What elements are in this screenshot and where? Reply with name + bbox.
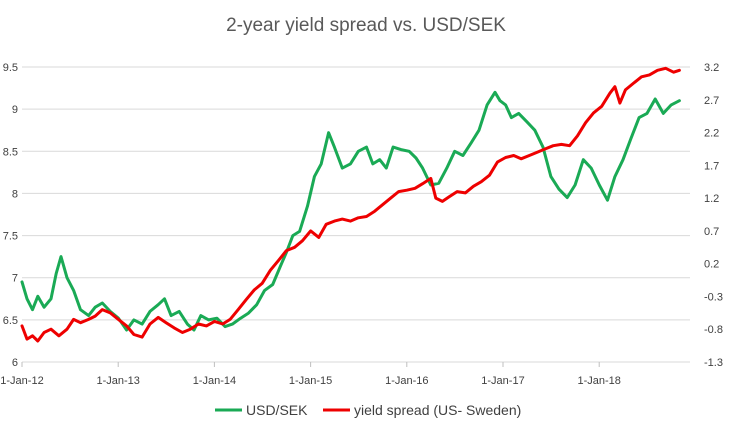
left-tick-label: 6 xyxy=(12,357,18,369)
left-tick-label: 9.5 xyxy=(3,62,18,74)
left-tick-label: 8 xyxy=(12,188,18,200)
x-tick-label: 1-Jan-15 xyxy=(289,375,332,387)
x-tick-label: 1-Jan-18 xyxy=(577,375,620,387)
x-tick-label: 1-Jan-17 xyxy=(481,375,524,387)
legend-label: yield spread (US- Sweden) xyxy=(354,402,521,418)
left-tick-label: 9 xyxy=(12,104,18,116)
x-tick-label: 1-Jan-16 xyxy=(385,375,428,387)
right-tick-label: 2.7 xyxy=(704,95,719,107)
left-tick-label: 7.5 xyxy=(3,231,18,243)
legend: USD/SEK yield spread (US- Sweden) xyxy=(215,402,521,418)
left-tick-label: 6.5 xyxy=(3,315,18,327)
right-tick-label: 1.2 xyxy=(704,193,719,205)
right-axis: -1.3 -0.8 -0.3 0.2 0.7 1.2 1.7 2.2 2.7 3.2 xyxy=(704,62,723,369)
right-tick-label: -0.3 xyxy=(704,291,723,303)
left-tick-label: 8.5 xyxy=(3,146,18,158)
right-tick-label: -0.8 xyxy=(704,324,723,336)
x-tick-label: 1-Jan-13 xyxy=(96,375,139,387)
right-tick-label: 0.7 xyxy=(704,226,719,238)
left-tick-label: 7 xyxy=(12,273,18,285)
right-tick-label: 1.7 xyxy=(704,160,719,172)
x-axis: 1-Jan-12 1-Jan-13 1-Jan-14 1-Jan-15 1-Jan-16… xyxy=(0,362,621,387)
series-layer xyxy=(20,66,681,343)
right-tick-label: 0.2 xyxy=(704,259,719,271)
gridlines xyxy=(22,66,690,363)
right-tick-label: -1.3 xyxy=(704,357,723,369)
yield-spread-line xyxy=(20,66,681,343)
chart-title: 2-year yield spread vs. USD/SEK xyxy=(226,15,506,36)
right-tick-label: 3.2 xyxy=(704,62,719,74)
left-axis: 6 6.5 7 7.5 8 8.5 9 9.5 xyxy=(3,62,18,369)
x-tick-label: 1-Jan-14 xyxy=(193,375,236,387)
right-tick-label: 2.2 xyxy=(704,128,719,140)
legend-label: USD/SEK xyxy=(246,402,308,418)
x-tick-label: 1-Jan-12 xyxy=(0,375,43,387)
